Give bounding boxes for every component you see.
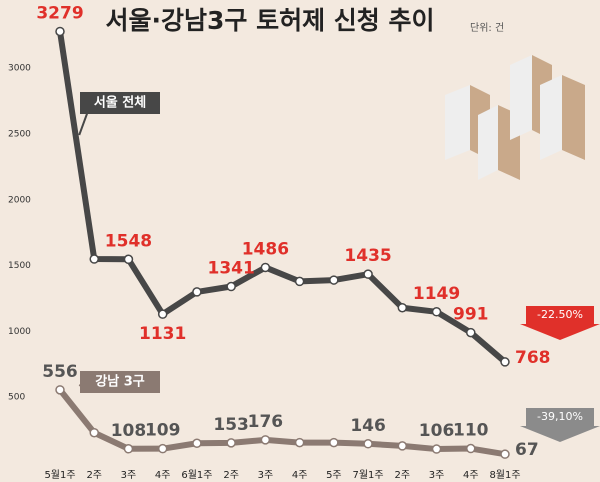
x-tick-label: 2주 — [395, 470, 411, 481]
name-box — [80, 371, 160, 393]
data-label: 108 — [111, 421, 147, 441]
point — [55, 26, 65, 37]
change-label: -39,10% — [537, 410, 583, 423]
data-label: 176 — [248, 412, 284, 432]
point — [363, 269, 373, 279]
point — [363, 439, 373, 449]
x-tick-label: 4주 — [463, 470, 479, 481]
change-arrow — [520, 408, 600, 442]
y-tick-label: 1000 — [8, 327, 31, 337]
data-label: 1435 — [344, 246, 391, 266]
data-label: 67 — [515, 440, 539, 460]
point — [500, 357, 510, 367]
point — [397, 302, 408, 313]
point — [466, 443, 476, 454]
x-tick-label: 4주 — [155, 470, 171, 481]
data-label: 1548 — [105, 231, 152, 251]
point — [329, 275, 339, 285]
x-tick-label: 4주 — [292, 470, 308, 481]
series-line — [57, 31, 507, 365]
chart-title: 서울·강남3구 토허제 신청 추이 — [105, 6, 434, 35]
x-tick-label: 7월1주 — [353, 469, 384, 481]
legend-label: 서울 전체 — [94, 95, 146, 111]
point — [192, 287, 202, 297]
x-tick-label: 3주 — [121, 470, 137, 481]
point — [431, 307, 442, 317]
data-label: 153 — [213, 415, 249, 435]
point — [397, 441, 408, 451]
unit-label: 단위: 건 — [470, 21, 504, 34]
point — [260, 262, 271, 273]
point — [123, 444, 134, 454]
point — [157, 443, 168, 454]
x-tick-label: 5월1주 — [44, 469, 75, 481]
data-label: 1341 — [207, 259, 254, 279]
point — [329, 437, 339, 448]
point — [294, 276, 305, 287]
data-label: 106 — [419, 421, 455, 441]
data-label: 146 — [350, 416, 386, 436]
series-line — [57, 387, 506, 458]
y-tick-label: 2500 — [8, 130, 31, 140]
data-label: 991 — [453, 305, 489, 325]
data-label: 1486 — [242, 239, 289, 259]
change-label: -22.50% — [537, 308, 583, 321]
data-label: 110 — [453, 421, 489, 441]
point — [294, 437, 305, 448]
data-label: 3279 — [36, 3, 83, 23]
point — [260, 435, 271, 445]
point — [466, 327, 476, 338]
x-tick-label: 3주 — [258, 470, 274, 481]
point — [431, 444, 442, 454]
data-label: 768 — [515, 348, 551, 368]
x-tick-label: 5주 — [326, 470, 342, 481]
y-tick-label: 1500 — [8, 261, 31, 271]
point — [500, 449, 510, 459]
point — [55, 385, 65, 395]
point — [192, 438, 202, 449]
point — [123, 254, 134, 265]
point — [89, 254, 99, 264]
data-label: 1131 — [139, 324, 186, 344]
y-tick-label: 2000 — [8, 195, 31, 205]
point — [226, 438, 236, 448]
x-tick-label: 3주 — [429, 470, 445, 481]
data-label: 109 — [145, 421, 181, 441]
x-tick-label: 2주 — [223, 470, 239, 481]
buildings-illustration — [445, 55, 585, 180]
legend-label: 강남 3구 — [95, 374, 144, 390]
point — [89, 427, 99, 438]
data-label: 1149 — [413, 284, 460, 304]
point — [157, 309, 168, 319]
y-tick-label: 3000 — [8, 64, 31, 74]
change-arrow — [520, 306, 600, 340]
x-tick-label: 2주 — [86, 470, 102, 481]
name-box — [80, 92, 160, 114]
x-tick-label: 6월1주 — [181, 469, 212, 481]
data-label: 556 — [42, 362, 78, 382]
x-tick-label: 8월1주 — [489, 469, 520, 481]
point — [226, 281, 236, 292]
name-connector — [78, 110, 89, 136]
y-tick-label: 500 — [8, 393, 25, 403]
